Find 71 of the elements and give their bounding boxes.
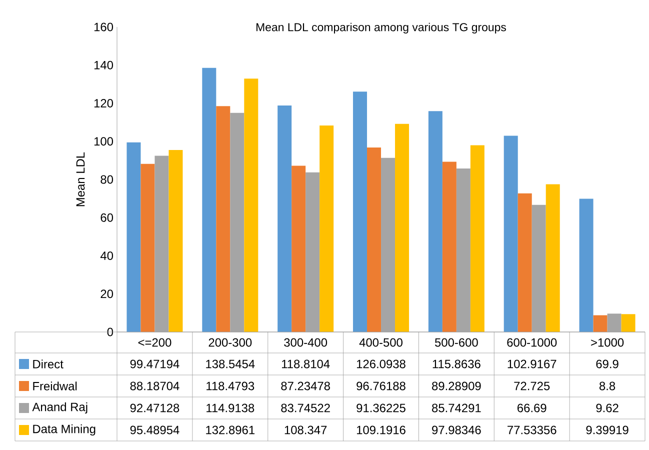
legend-label: Direct: [33, 360, 64, 368]
y-tick-label: 0: [107, 328, 114, 336]
bar: [470, 145, 484, 332]
data-label: 114.9138: [206, 404, 254, 412]
bar: [504, 136, 518, 332]
data-label: 69.9: [596, 360, 618, 368]
bar: [367, 148, 382, 332]
data-label: 91.36225: [356, 404, 406, 412]
bar: [168, 150, 183, 332]
bar: [546, 184, 560, 332]
data-label: 96.76188: [356, 382, 406, 390]
bar: [593, 315, 608, 332]
bar: [320, 125, 334, 332]
chart-title: Mean LDL comparison among various TG groups: [256, 22, 506, 34]
x-tick-label: 200-300: [208, 338, 252, 347]
data-label: 77.53356: [508, 426, 556, 434]
x-tick-label: 600-1000: [507, 338, 557, 347]
data-label: 89.28909: [432, 382, 481, 390]
data-label: 9.62: [596, 404, 618, 412]
data-label: 108.347: [284, 426, 327, 434]
bar: [395, 124, 410, 332]
bar: [202, 68, 216, 332]
legend-label: Data Mining: [33, 424, 96, 436]
legend-label: Freidwal: [33, 382, 77, 390]
x-tick-label: 300-400: [284, 338, 328, 347]
data-label: 118.8104: [282, 360, 330, 368]
data-label: 83.74522: [281, 404, 330, 412]
data-label: 126.0938: [356, 360, 406, 368]
bar: [621, 314, 636, 332]
bar: [244, 78, 258, 332]
data-label: 132.8961: [206, 426, 254, 434]
data-label: 85.74291: [432, 404, 481, 412]
data-label: 87.23478: [281, 382, 330, 390]
bar: [442, 162, 456, 332]
bar: [216, 106, 230, 332]
data-label: 102.9167: [508, 360, 556, 368]
x-tick-label: 500-600: [434, 338, 478, 347]
data-label: 99.47194: [130, 360, 180, 368]
bar: [126, 142, 141, 332]
legend-label: Anand Raj: [32, 402, 88, 414]
y-tick-label: 100: [94, 137, 114, 146]
y-tick-label: 80: [100, 175, 114, 184]
y-axis-title: Mean LDL: [76, 152, 85, 206]
data-label: 9.39919: [586, 426, 628, 434]
data-label: 118.4793: [206, 382, 254, 390]
y-tick-label: 140: [94, 60, 114, 70]
y-tick-label: 60: [100, 213, 114, 222]
x-tick-label: >1000: [591, 338, 624, 347]
data-label: 72.725: [514, 382, 550, 390]
bar: [579, 198, 594, 332]
bar: [278, 106, 292, 332]
bar: [292, 166, 306, 332]
data-label: 109.1916: [356, 426, 406, 434]
data-label: 115.8636: [432, 360, 480, 368]
bar: [428, 111, 442, 332]
data-label: 138.5454: [206, 360, 255, 368]
data-label: 8.8: [600, 382, 616, 390]
x-tick-label: <=200: [138, 338, 172, 347]
data-label: 95.48954: [130, 426, 180, 434]
y-tick-label: 40: [100, 252, 114, 260]
data-label: 92.47128: [130, 404, 180, 412]
bar: [518, 193, 532, 332]
data-label: 88.18704: [130, 382, 180, 390]
bar: [140, 164, 155, 332]
y-tick-label: 120: [94, 99, 114, 108]
y-tick-label: 20: [100, 290, 114, 298]
y-tick-label: 160: [94, 22, 114, 32]
x-tick-label: 400-500: [359, 338, 402, 347]
data-label: 97.98346: [432, 426, 481, 434]
data-label: 66.69: [518, 404, 546, 412]
bar: [353, 92, 368, 332]
